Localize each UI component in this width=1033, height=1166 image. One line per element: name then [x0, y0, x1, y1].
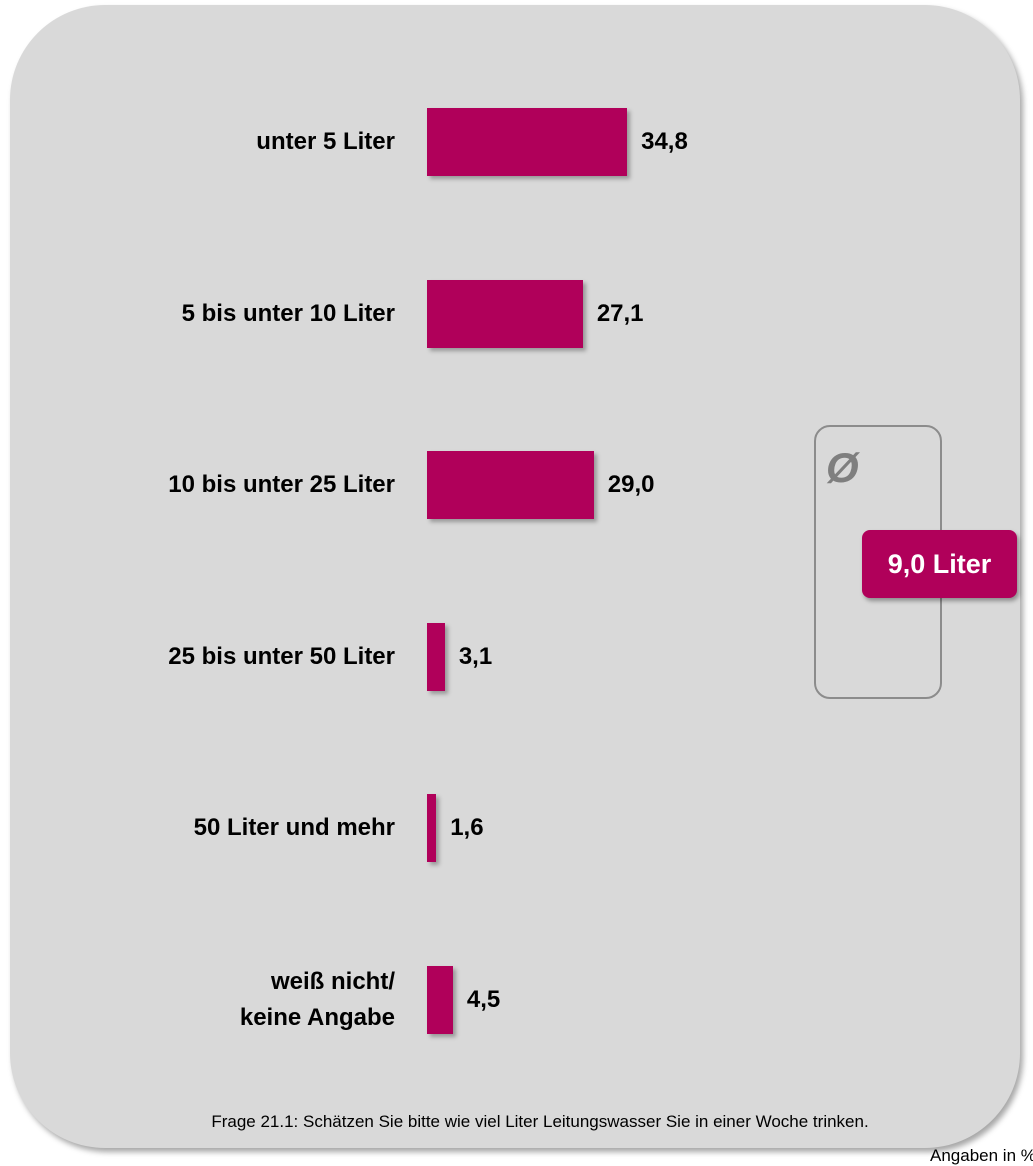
category-label: 5 bis unter 10 Liter: [181, 299, 395, 327]
bar: [427, 279, 583, 348]
bar: [427, 794, 437, 863]
bar: [427, 451, 594, 520]
value-label: 27,1: [596, 299, 644, 327]
value-label: 3,1: [458, 642, 493, 670]
bar: [427, 622, 445, 691]
bar: [427, 108, 628, 176]
category-label: unter 5 Liter: [256, 128, 395, 155]
question-note: Frage 21.1: Schätzen Sie bitte wie viel …: [211, 1112, 869, 1131]
average-symbol: Ø: [826, 444, 859, 491]
unit-note: Angaben in %: [930, 1146, 1033, 1165]
value-label: 4,5: [466, 986, 501, 1013]
average-value: 9,0 Liter: [862, 530, 1017, 598]
bar: [427, 966, 453, 1034]
category-label: 10 bis unter 25 Liter: [168, 471, 395, 499]
category-label: 50 Liter und mehr: [193, 814, 395, 842]
category-label: 25 bis unter 50 Liter: [168, 642, 395, 670]
value-label: 34,8: [641, 128, 688, 155]
category-label: weiß nicht/ keine Angabe: [239, 968, 395, 1031]
chart-panel: [10, 5, 1020, 1148]
value-label: 29,0: [607, 471, 655, 499]
value-label: 1,6: [450, 814, 484, 842]
